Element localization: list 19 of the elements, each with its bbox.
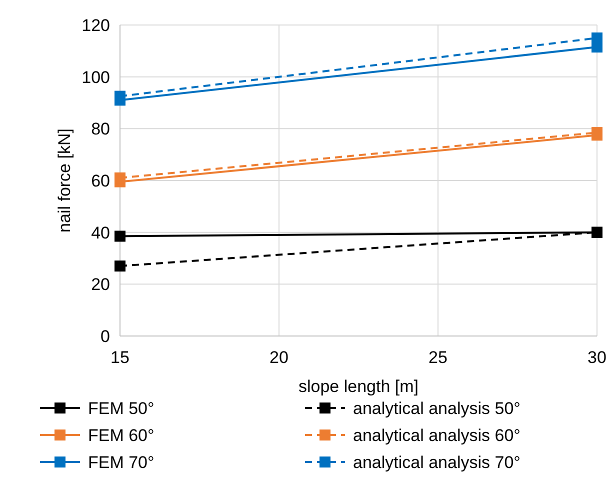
legend-label: FEM 70° (88, 452, 154, 472)
y-tick-label: 0 (100, 326, 110, 346)
y-tick-label: 60 (91, 171, 110, 190)
x-tick-label: 25 (428, 348, 448, 367)
y-tick-label: 120 (82, 16, 110, 35)
x-tick-label: 30 (588, 348, 606, 367)
legend-label: analytical analysis 50° (353, 398, 520, 418)
legend-label: analytical analysis 60° (353, 426, 520, 445)
y-axis-title: nail force [kN] (55, 128, 74, 232)
legend-label: analytical analysis 70° (353, 452, 520, 472)
y-tick-label: 80 (91, 120, 110, 139)
x-tick-label: 20 (270, 348, 288, 367)
legend-label: FEM 50° (88, 398, 154, 418)
legend-label: FEM 60° (88, 426, 154, 445)
y-tick-label: 40 (91, 223, 110, 242)
x-tick-label: 15 (110, 348, 130, 367)
x-axis-title: slope length [m] (298, 377, 419, 396)
y-tick-label: 100 (82, 68, 110, 87)
y-tick-label: 20 (91, 275, 110, 294)
